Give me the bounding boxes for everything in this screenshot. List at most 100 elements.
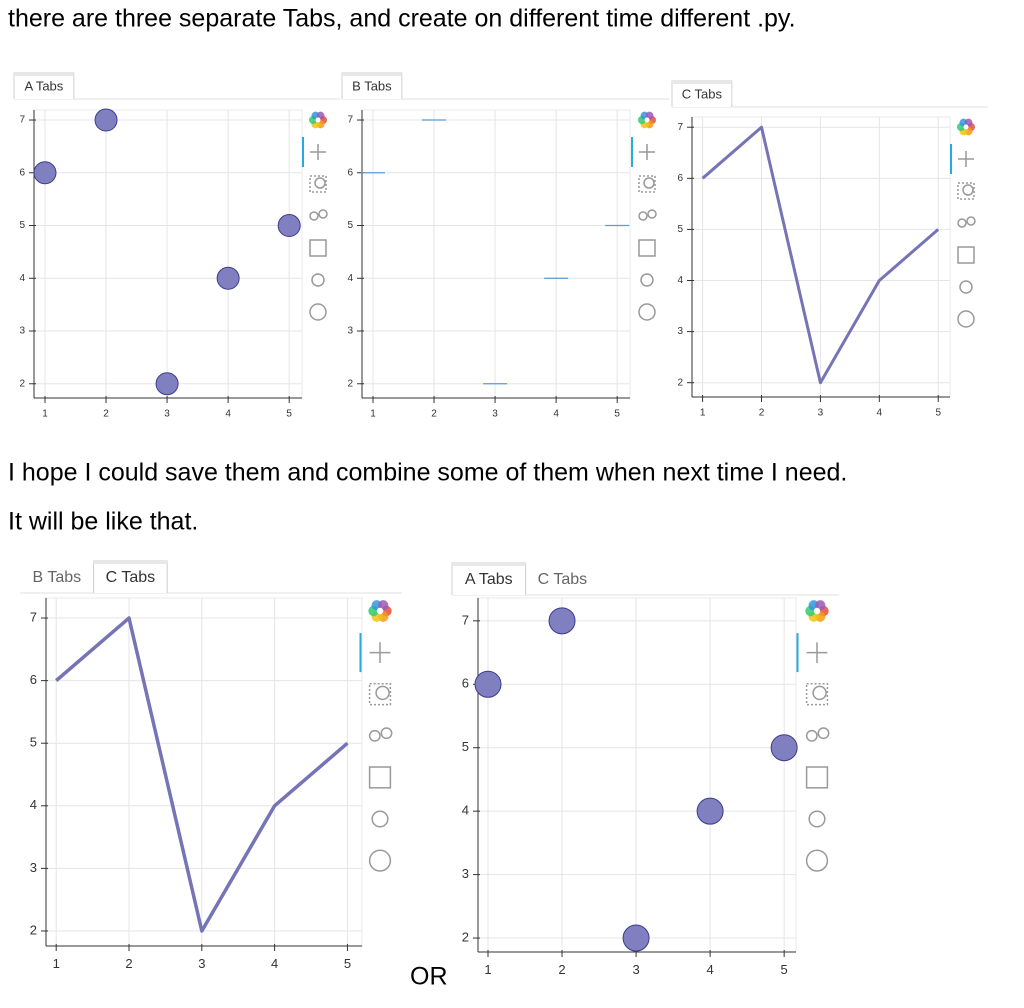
- scatter-point: [548, 607, 576, 635]
- x-tick-label: 3: [492, 409, 498, 420]
- y-tick-label: 4: [677, 275, 683, 286]
- scatter-point: [696, 797, 724, 825]
- y-tick-label: 2: [30, 922, 37, 937]
- plot-frame: [33, 109, 303, 399]
- active-tab-top: [93, 561, 168, 564]
- pan-tool[interactable]: [310, 144, 326, 160]
- line: [55, 616, 349, 933]
- reset-tool[interactable]: [808, 810, 826, 828]
- help-tool[interactable]: [368, 849, 392, 872]
- box-zoom-tool[interactable]: [638, 175, 656, 193]
- pan-tool[interactable]: [958, 151, 974, 167]
- save-tool[interactable]: [368, 766, 392, 789]
- paragraph: It will be like that.: [8, 508, 198, 536]
- wheel-zoom-tool[interactable]: [309, 211, 319, 221]
- x-tick-label: 4: [225, 409, 231, 420]
- wheel-zoom-tool: [647, 209, 657, 219]
- active-tab-top: [14, 73, 74, 76]
- wheel-zoom-tool: [817, 727, 830, 740]
- x-tick-label: 2: [103, 409, 109, 420]
- scatter-point: [33, 161, 57, 185]
- tab-label[interactable]: B Tabs: [352, 78, 392, 93]
- x-tick-label: 2: [558, 962, 565, 977]
- box-zoom-tool[interactable]: [957, 182, 975, 200]
- box-zoom-tool[interactable]: [368, 683, 392, 706]
- x-tick-label: 5: [614, 409, 620, 420]
- x-tick-label: 4: [271, 956, 278, 971]
- scatter-point: [277, 214, 301, 238]
- x-tick-label: 5: [286, 409, 292, 420]
- tab-label[interactable]: A Tabs: [25, 78, 64, 93]
- reset-tool[interactable]: [371, 810, 389, 828]
- y-tick-label: 6: [347, 167, 353, 178]
- plot-frame: [477, 597, 797, 953]
- x-tick-label: 5: [781, 962, 788, 977]
- wheel-zoom-tool: [380, 727, 393, 740]
- box-zoom-tool[interactable]: [805, 683, 829, 706]
- save-tool[interactable]: [309, 239, 327, 257]
- tab-label[interactable]: A Tabs: [465, 571, 513, 588]
- save-tool[interactable]: [957, 246, 975, 264]
- tab-label[interactable]: C Tabs: [538, 571, 588, 588]
- x-tick-label: 1: [42, 409, 48, 420]
- x-tick-label: 3: [164, 409, 170, 420]
- wheel-zoom-tool[interactable]: [805, 729, 818, 742]
- line: [701, 125, 940, 385]
- y-tick-label: 2: [677, 377, 683, 388]
- x-tick-label: 1: [370, 409, 376, 420]
- wheel-zoom-tool[interactable]: [957, 218, 967, 228]
- x-tick-label: 5: [344, 956, 351, 971]
- help-tool[interactable]: [957, 310, 975, 328]
- y-tick-label: 5: [677, 224, 683, 235]
- x-tick-label: 2: [125, 956, 132, 971]
- wheel-zoom-tool[interactable]: [638, 211, 648, 221]
- y-tick-label: 7: [677, 122, 683, 133]
- bokeh-logo: [315, 117, 321, 123]
- y-tick-label: 4: [462, 803, 469, 818]
- y-tick-label: 6: [19, 167, 25, 178]
- scatter-point: [474, 670, 502, 698]
- box-zoom-tool[interactable]: [309, 175, 327, 193]
- bokeh-logo: [376, 607, 384, 615]
- y-tick-label: 4: [347, 273, 353, 284]
- reset-tool[interactable]: [959, 280, 973, 294]
- y-tick-label: 2: [462, 929, 469, 944]
- help-tool[interactable]: [805, 849, 829, 872]
- pan-tool[interactable]: [639, 144, 655, 160]
- bokeh-panel: C Tabs 2 3 4 5 6 7 1 2 3 4 5: [671, 80, 988, 419]
- wheel-zoom-tool[interactable]: [368, 729, 381, 742]
- tab-label[interactable]: B Tabs: [32, 569, 81, 586]
- box-zoom-tool: [314, 177, 326, 189]
- paragraph: there are three separate Tabs, and creat…: [8, 5, 796, 33]
- tab-label[interactable]: C Tabs: [106, 569, 156, 586]
- reset-tool[interactable]: [311, 273, 325, 287]
- y-tick-label: 3: [462, 866, 469, 881]
- x-tick-label: 4: [553, 409, 559, 420]
- y-tick-label: 5: [462, 739, 469, 754]
- reset-tool[interactable]: [640, 273, 654, 287]
- bokeh-panel: A Tabs C Tabs 2 3 4 5 6 7 1 2 3 4 5: [451, 562, 839, 977]
- y-tick-label: 7: [19, 115, 25, 126]
- bokeh-logo: [963, 124, 969, 130]
- y-tick-label: 3: [347, 326, 353, 337]
- y-tick-label: 3: [19, 326, 25, 337]
- save-tool[interactable]: [805, 766, 829, 789]
- box-zoom-tool: [962, 184, 974, 196]
- box-zoom-tool: [375, 685, 390, 701]
- help-tool[interactable]: [638, 303, 656, 321]
- scatter-point: [216, 266, 240, 290]
- bokeh-panel: A Tabs 2 3 4 5 6 7 1 2 3 4 5: [13, 72, 340, 420]
- plot-frame: [361, 109, 631, 399]
- x-tick-label: 3: [818, 408, 824, 419]
- active-tab-top: [672, 81, 732, 84]
- y-tick-label: 6: [30, 672, 37, 687]
- pan-tool[interactable]: [369, 642, 391, 663]
- pan-tool[interactable]: [806, 642, 828, 663]
- save-tool[interactable]: [638, 239, 656, 257]
- y-tick-label: 6: [677, 173, 683, 184]
- help-tool[interactable]: [309, 303, 327, 321]
- x-tick-label: 5: [935, 408, 941, 419]
- scatter-point: [622, 924, 650, 952]
- x-tick-label: 1: [700, 408, 706, 419]
- tab-label[interactable]: C Tabs: [682, 86, 723, 101]
